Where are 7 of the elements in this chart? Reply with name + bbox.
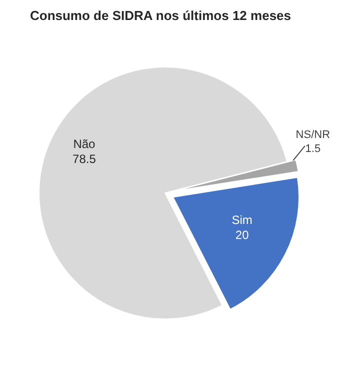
slice-label: Sim: [232, 212, 252, 227]
slice-label: NS/NR: [296, 128, 330, 141]
data-label: 1.5: [305, 142, 321, 155]
data-label: 78.5: [72, 152, 96, 166]
data-label: 20: [235, 228, 250, 242]
slice-label: Não: [73, 136, 96, 151]
chart-title: Consumo de SIDRA nos últimos 12 meses: [28, 8, 292, 23]
